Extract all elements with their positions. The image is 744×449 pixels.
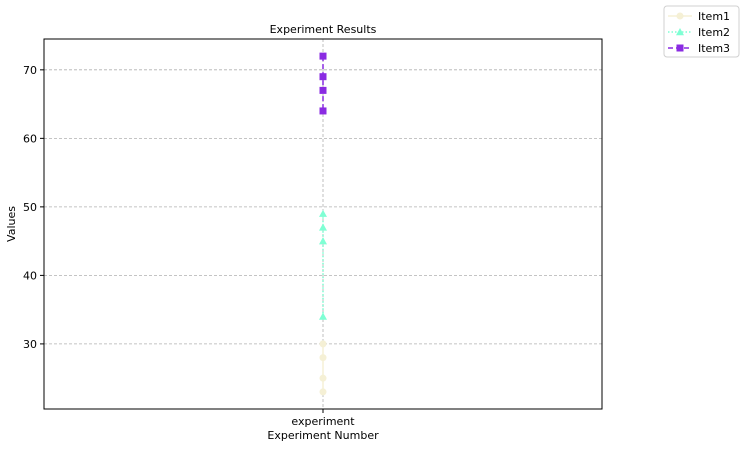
y-tick-label: 30 <box>23 338 37 351</box>
legend-label: Item2 <box>698 26 730 39</box>
legend-marker <box>676 44 684 52</box>
y-tick-label: 70 <box>23 64 37 77</box>
x-tick-label: experiment <box>291 415 355 428</box>
y-tick-label: 60 <box>23 132 37 145</box>
x-axis-label: Experiment Number <box>267 429 379 442</box>
series-layer <box>319 52 327 396</box>
legend-item: Item2 <box>668 26 730 39</box>
series-item2 <box>319 209 327 320</box>
data-point <box>319 374 327 382</box>
legend-item: Item1 <box>668 10 730 23</box>
data-point <box>319 107 327 115</box>
data-point <box>319 354 327 362</box>
data-point <box>319 86 327 94</box>
series-item1 <box>319 340 327 396</box>
data-point <box>319 237 327 245</box>
y-axis: 30 40 50 60 70 <box>23 64 44 351</box>
data-point <box>319 52 327 60</box>
data-point <box>319 209 327 217</box>
x-axis: experiment <box>291 409 355 428</box>
legend-frame <box>663 5 740 58</box>
legend-marker <box>676 12 684 20</box>
legend: Item1 Item2 Item3 <box>663 5 740 58</box>
y-axis-label: Values <box>5 206 18 242</box>
y-tick-label: 50 <box>23 201 37 214</box>
data-point <box>319 73 327 81</box>
legend-label: Item1 <box>698 10 730 23</box>
legend-label: Item3 <box>698 42 730 55</box>
data-point <box>319 340 327 348</box>
data-point <box>319 312 327 320</box>
series-item3 <box>319 52 327 115</box>
y-tick-label: 40 <box>23 269 37 282</box>
data-point <box>319 223 327 231</box>
chart-title: Experiment Results <box>270 23 377 36</box>
legend-item: Item3 <box>668 42 730 55</box>
data-point <box>319 388 327 396</box>
legend-marker <box>676 28 684 36</box>
